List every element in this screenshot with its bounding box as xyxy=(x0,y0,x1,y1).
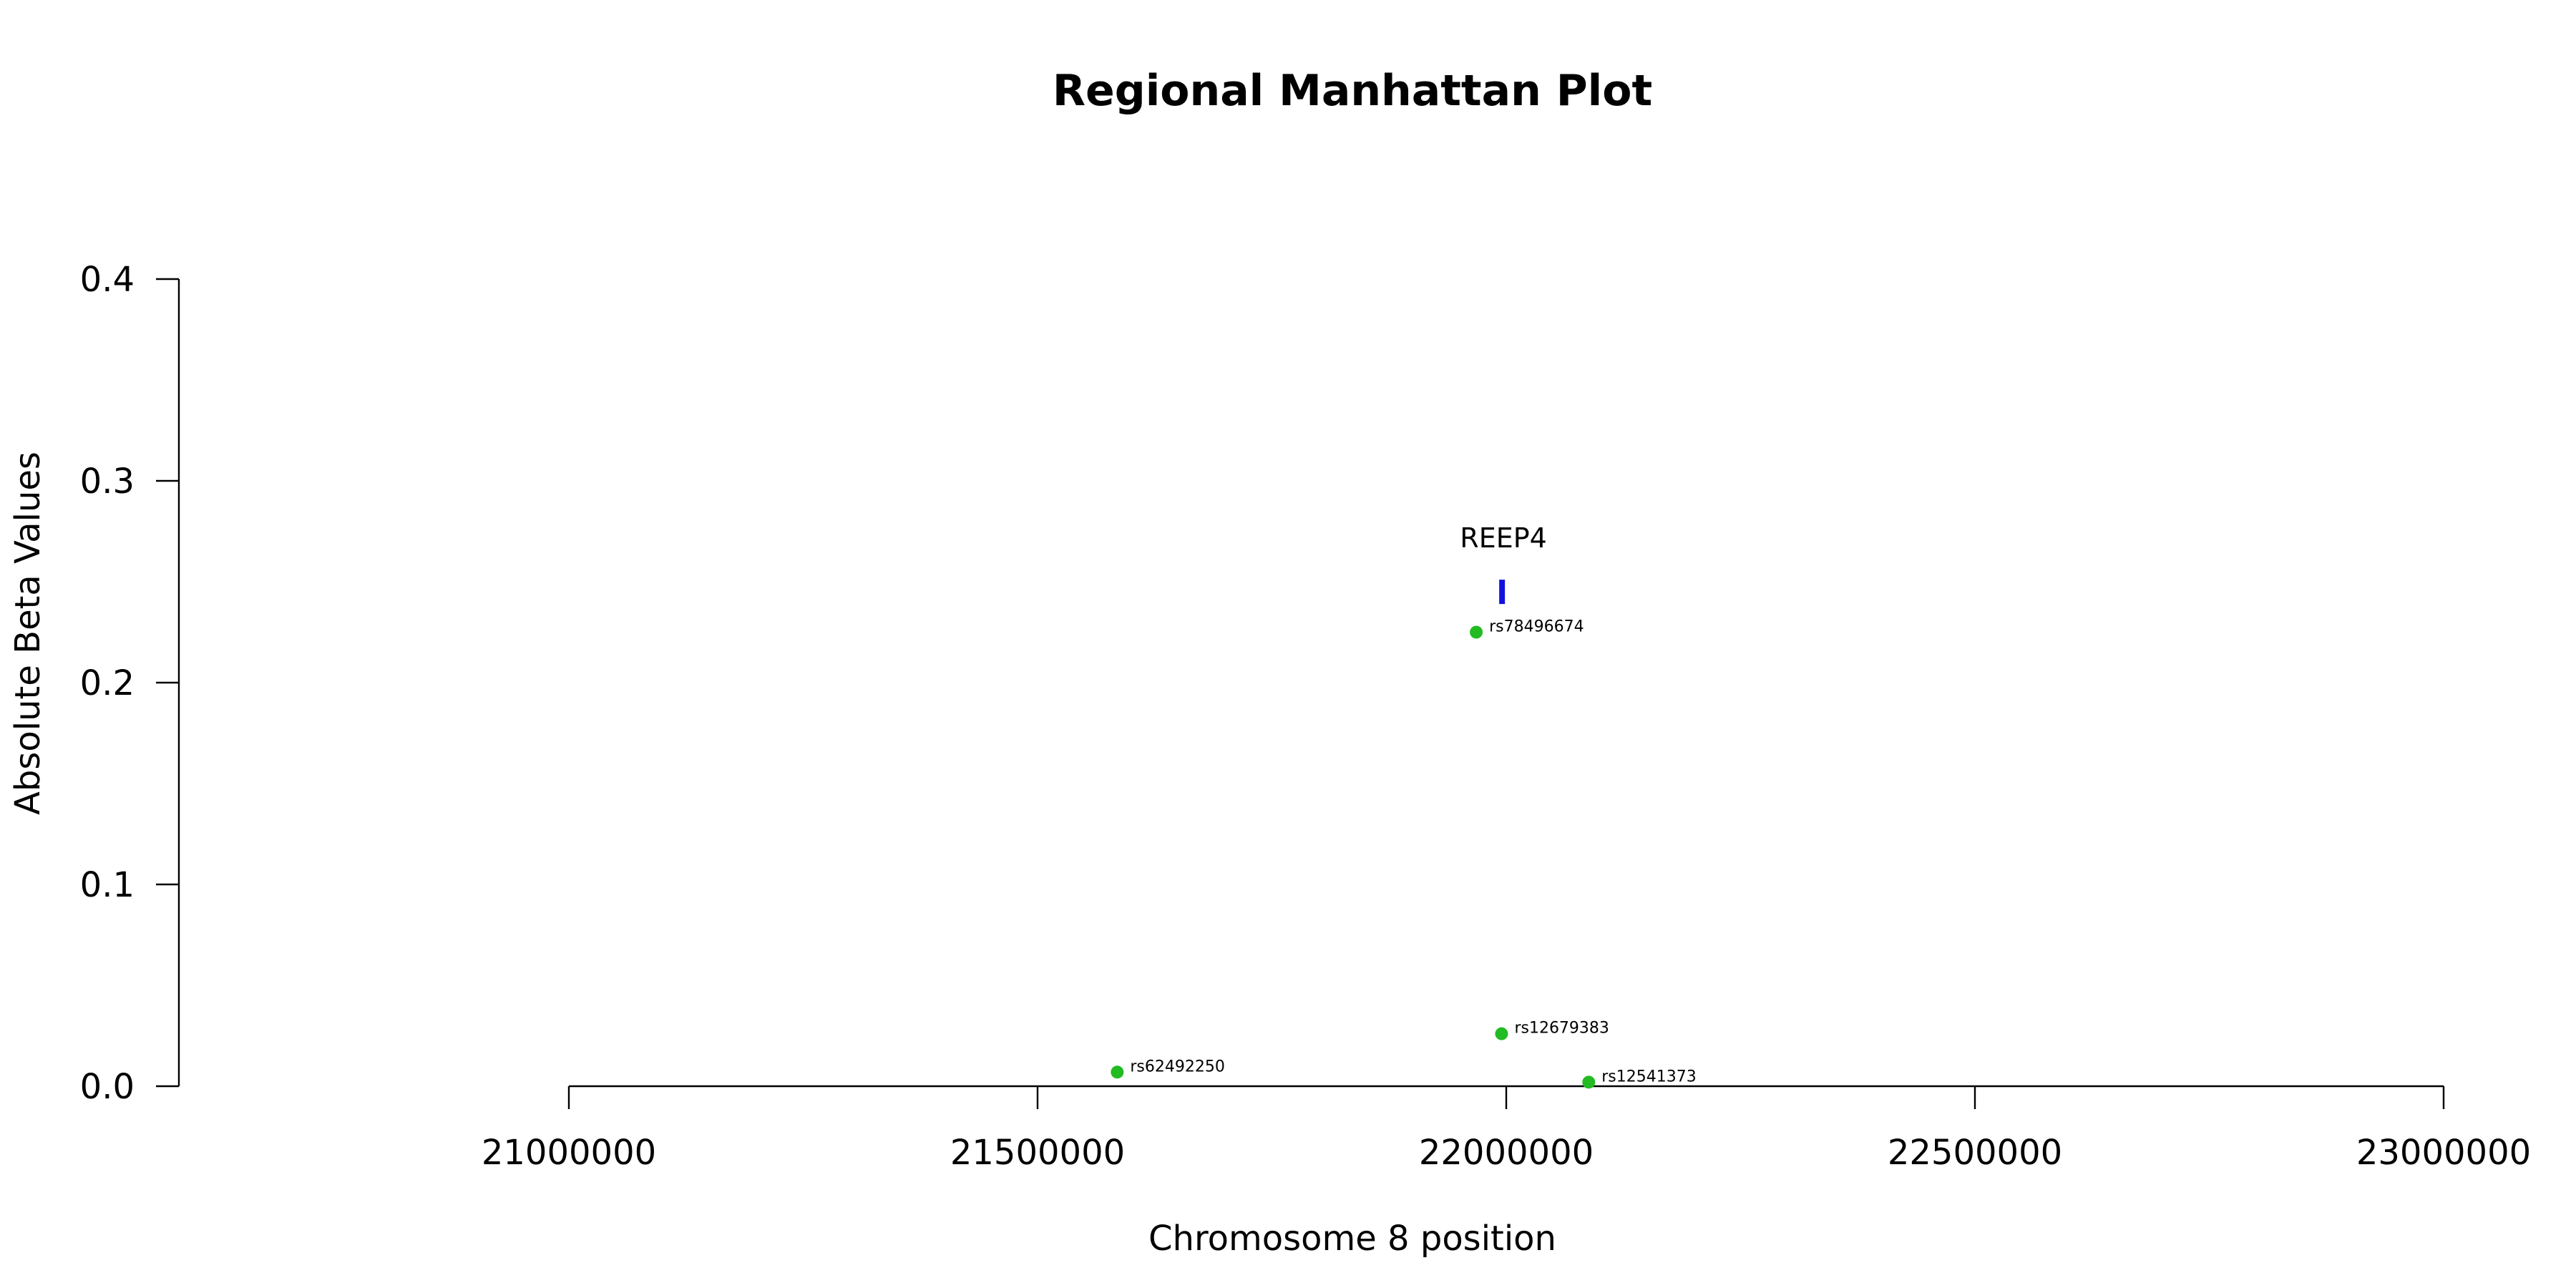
x-axis: 21000000 21500000 22000000 22500000 23000000 xyxy=(482,1085,2531,1173)
gene-layer: REEP4 xyxy=(1460,522,1547,605)
y-tick-label: 0.2 xyxy=(80,663,135,703)
y-tick-label: 0.4 xyxy=(80,260,135,300)
x-axis-title: Chromosome 8 position xyxy=(1148,1219,1556,1259)
y-tick-label: 0.0 xyxy=(80,1067,135,1107)
y-tick-label: 0.3 xyxy=(80,462,135,502)
snp-point xyxy=(1495,1027,1508,1040)
snp-label: rs12541373 xyxy=(1601,1068,1696,1085)
x-tick-label: 22000000 xyxy=(1419,1133,1594,1173)
x-tick-label: 23000000 xyxy=(2356,1133,2531,1173)
y-axis-title: Absolute Beta Values xyxy=(8,452,48,815)
gene-marker xyxy=(1499,580,1506,605)
snp-points-layer: rs62492250 rs78496674 rs12679383 rs12541373 xyxy=(1111,618,1697,1089)
gene-label: REEP4 xyxy=(1460,522,1547,554)
y-axis: 0.0 0.1 0.2 0.3 0.4 xyxy=(80,260,180,1107)
x-tick-label: 21500000 xyxy=(950,1133,1125,1173)
x-tick-label: 22500000 xyxy=(1888,1133,2062,1173)
chart-title: Regional Manhattan Plot xyxy=(1053,66,1652,116)
snp-label: rs78496674 xyxy=(1489,618,1584,636)
y-tick-label: 0.1 xyxy=(80,865,135,905)
snp-label: rs12679383 xyxy=(1514,1020,1609,1038)
x-tick-label: 21000000 xyxy=(482,1133,656,1173)
snp-point xyxy=(1470,625,1483,639)
snp-label: rs62492250 xyxy=(1130,1058,1224,1075)
snp-point xyxy=(1111,1065,1124,1079)
snp-point xyxy=(1582,1075,1596,1089)
